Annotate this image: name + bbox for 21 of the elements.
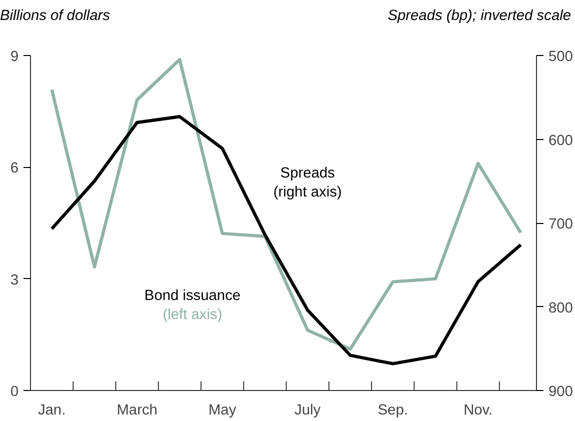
y-axis-title: Billions of dollars <box>0 7 110 26</box>
y-tick-label: 0 <box>10 384 19 400</box>
x-tick-label: May <box>208 402 237 418</box>
x-tick-label: Sep. <box>378 402 408 418</box>
y-tick-label: 9 <box>10 49 19 65</box>
x-tick-label: July <box>294 402 322 418</box>
y2-tick-label: 900 <box>548 384 573 400</box>
line-series <box>50 115 522 366</box>
series-label: Spreads (right axis) <box>273 165 342 200</box>
y2-tick-label: 600 <box>548 132 573 149</box>
x-tick-label: Nov. <box>464 402 493 418</box>
x-tick-label: March <box>116 402 158 418</box>
y-tick-label: 6 <box>10 160 19 177</box>
x-tick-label: Jan. <box>38 402 66 418</box>
y2-tick-label: 500 <box>548 49 573 65</box>
y-tick-label: 3 <box>10 272 19 288</box>
line-series <box>50 58 522 351</box>
y2-tick-label: 800 <box>548 300 573 316</box>
y2-tick-label: 700 <box>548 216 573 232</box>
text: Bond issuance (left axis) <box>144 288 241 324</box>
y2-axis-title: Spreads (bp); inverted scale <box>388 7 571 26</box>
